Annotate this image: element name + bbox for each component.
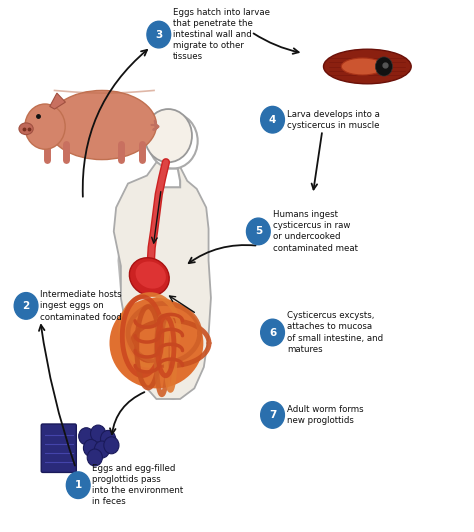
Ellipse shape	[341, 58, 384, 75]
Text: Eggs hatch into larvae
that penetrate the
intestinal wall and
migrate to other
t: Eggs hatch into larvae that penetrate th…	[173, 8, 270, 61]
Text: Eggs and egg-filled
proglottids pass
into the environment
in feces: Eggs and egg-filled proglottids pass int…	[92, 464, 184, 506]
Ellipse shape	[129, 257, 169, 296]
Text: Humans ingest
cysticercus in raw
or undercooked
contaminated meat: Humans ingest cysticercus in raw or unde…	[273, 210, 357, 253]
Circle shape	[246, 218, 270, 245]
Circle shape	[87, 449, 102, 466]
Circle shape	[261, 402, 284, 428]
Circle shape	[104, 437, 119, 454]
Circle shape	[145, 109, 192, 162]
Ellipse shape	[109, 298, 203, 388]
Text: Larva develops into a
cysticercus in muscle: Larva develops into a cysticercus in mus…	[287, 110, 380, 130]
FancyBboxPatch shape	[41, 424, 76, 472]
Ellipse shape	[25, 104, 65, 149]
Text: 6: 6	[269, 328, 276, 337]
Ellipse shape	[47, 90, 156, 160]
Text: Adult worm forms
new proglottids: Adult worm forms new proglottids	[287, 405, 364, 425]
Circle shape	[91, 425, 106, 442]
Polygon shape	[50, 93, 65, 109]
Text: 3: 3	[155, 30, 163, 39]
Ellipse shape	[136, 261, 166, 289]
Text: 7: 7	[269, 410, 276, 420]
Circle shape	[261, 319, 284, 346]
Circle shape	[83, 439, 99, 456]
Ellipse shape	[19, 123, 33, 135]
PathPatch shape	[114, 162, 211, 399]
Circle shape	[261, 106, 284, 133]
Circle shape	[14, 293, 38, 319]
Text: 1: 1	[74, 480, 82, 490]
Circle shape	[100, 430, 116, 447]
Polygon shape	[164, 169, 180, 187]
Circle shape	[375, 57, 392, 76]
Circle shape	[66, 472, 90, 498]
Text: Cysticercus excysts,
attaches to mucosa
of small intestine, and
matures: Cysticercus excysts, attaches to mucosa …	[287, 311, 383, 354]
Circle shape	[79, 428, 94, 445]
Circle shape	[147, 21, 171, 48]
Ellipse shape	[323, 49, 411, 84]
Circle shape	[94, 441, 109, 458]
Text: 5: 5	[255, 227, 262, 236]
Text: 4: 4	[269, 115, 276, 124]
Polygon shape	[118, 185, 206, 399]
Circle shape	[148, 113, 198, 169]
Text: 2: 2	[22, 301, 30, 311]
Text: Intermediate hosts
ingest eggs on
contaminated food: Intermediate hosts ingest eggs on contam…	[40, 290, 122, 321]
